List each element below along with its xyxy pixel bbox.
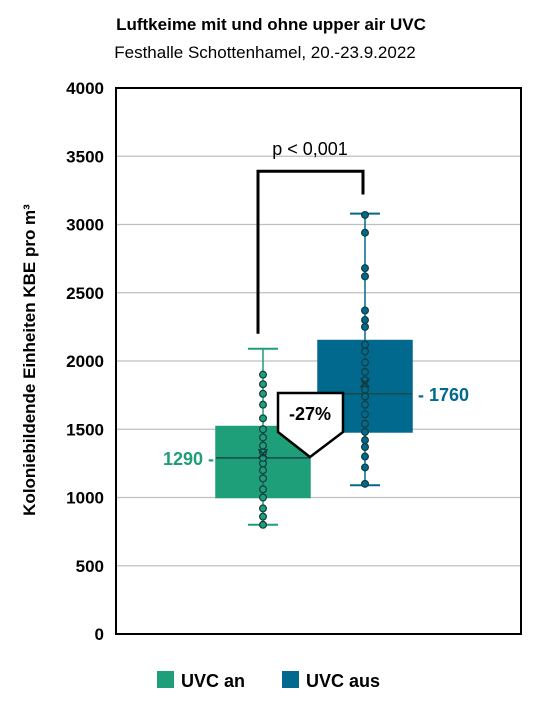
mean-marker	[359, 377, 371, 388]
y-axis-ticks: 0 500 1000 1500 2000 2500 3000 3500 4000	[66, 79, 104, 644]
data-point	[259, 512, 268, 521]
data-point	[361, 392, 370, 401]
change-arrow-shape	[276, 391, 345, 459]
data-point	[259, 389, 268, 398]
chart-subtitle: Festhalle Schottenhamel, 20.-23.9.2022	[114, 43, 415, 62]
change-percent-label: -27%	[289, 404, 331, 424]
data-point	[361, 210, 370, 219]
data-point	[361, 306, 370, 315]
data-point	[361, 427, 370, 436]
data-point	[361, 385, 370, 394]
data-point	[361, 452, 370, 461]
legend-label: UVC an	[181, 671, 245, 691]
data-point	[259, 441, 268, 450]
data-point	[259, 493, 268, 502]
data-point	[361, 316, 370, 325]
data-point	[361, 436, 370, 445]
data-point	[259, 400, 268, 409]
y-tick-label: 1000	[66, 489, 104, 508]
data-point	[361, 340, 370, 349]
y-tick-label: 2500	[66, 284, 104, 303]
plot-frame	[115, 87, 522, 635]
data-point	[361, 419, 370, 428]
y-tick-label: 4000	[66, 79, 104, 98]
legend-label: UVC aus	[306, 671, 380, 691]
data-point	[361, 264, 370, 273]
median-value-label: - 1760	[418, 385, 469, 405]
y-tick-label: 3000	[66, 216, 104, 235]
data-point	[361, 410, 370, 419]
data-point	[259, 425, 268, 434]
mean-marker	[257, 448, 269, 459]
data-point	[361, 347, 370, 356]
data-point	[259, 474, 268, 483]
data-point	[259, 504, 268, 513]
p-value-label: p < 0,001	[272, 139, 348, 159]
y-axis-label: Koloniebildende Einheiten KBE pro m³	[20, 204, 39, 516]
data-point	[361, 358, 370, 367]
data-point	[361, 400, 370, 409]
y-tick-label: 0	[95, 625, 104, 644]
box-series: 1290 - - 1760	[163, 210, 469, 529]
data-point	[259, 466, 268, 475]
box-group: - 1760	[317, 210, 469, 488]
p-value-bracket	[256, 169, 365, 334]
data-point	[361, 272, 370, 281]
data-point	[361, 479, 370, 488]
data-point	[259, 370, 268, 379]
data-point	[361, 322, 370, 331]
y-tick-label: 3500	[66, 147, 104, 166]
data-point	[361, 228, 370, 237]
median-value-label: 1290 -	[163, 449, 214, 469]
data-point	[259, 485, 268, 494]
legend: UVC an UVC aus	[157, 671, 380, 691]
box-group: 1290 -	[163, 347, 311, 529]
data-point	[259, 520, 268, 529]
p-value-bracket-line	[256, 169, 365, 334]
data-point	[259, 380, 268, 389]
data-point	[361, 463, 370, 472]
legend-swatch	[157, 671, 174, 688]
y-tick-label: 2000	[66, 352, 104, 371]
data-point	[259, 433, 268, 442]
y-tick-label: 1500	[66, 420, 104, 439]
data-point	[259, 414, 268, 423]
chart-title: Luftkeime mit und ohne upper air UVC	[116, 15, 426, 34]
legend-swatch	[282, 671, 299, 688]
data-point	[361, 367, 370, 376]
y-tick-label: 500	[76, 557, 104, 576]
data-point	[361, 442, 370, 451]
